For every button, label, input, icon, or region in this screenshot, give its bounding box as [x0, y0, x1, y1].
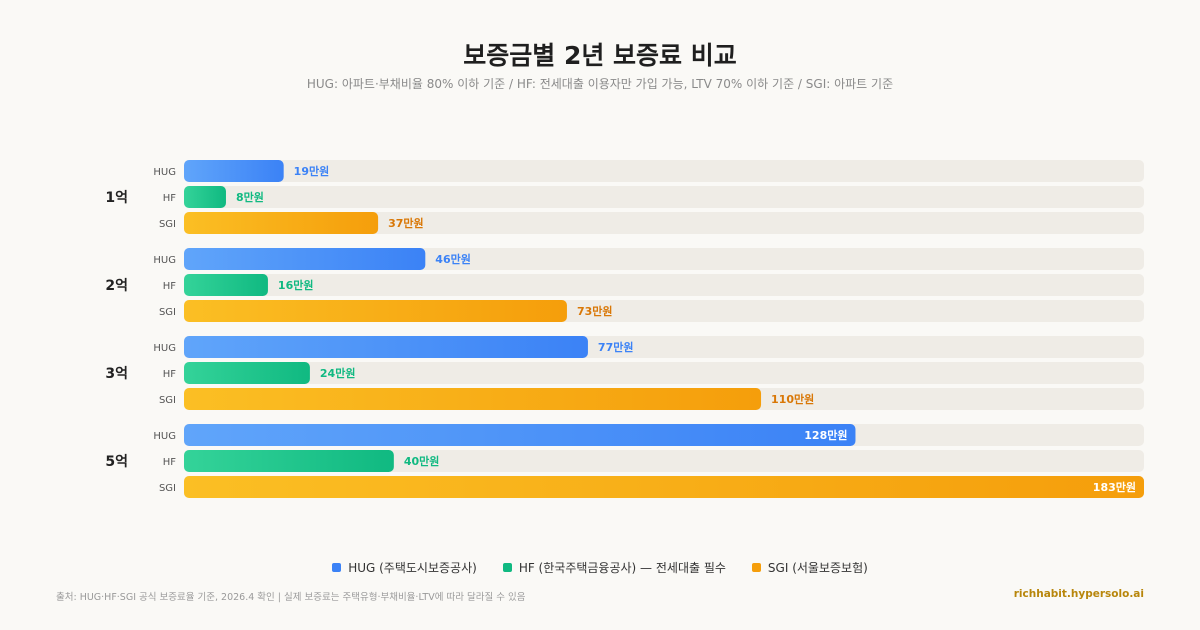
- bar-hf: [184, 362, 310, 384]
- category-label: 3억: [105, 366, 128, 382]
- legend-swatch-hf: [502, 563, 512, 572]
- data-label: 128만원: [804, 428, 847, 442]
- bar-hug: [184, 336, 588, 358]
- series-tick-label: HUG: [153, 167, 176, 178]
- category-label: 2억: [105, 278, 128, 294]
- bar-sgi: [184, 476, 1144, 498]
- data-label: 73만원: [577, 304, 613, 318]
- data-label: 77만원: [598, 340, 634, 354]
- bar-track: [184, 450, 1144, 472]
- bar-track: [184, 212, 1144, 234]
- data-label: 46만원: [435, 252, 471, 266]
- data-label: 24만원: [320, 366, 356, 380]
- bar-sgi: [184, 300, 567, 322]
- bar-hf: [184, 274, 268, 296]
- bar-track: [184, 160, 1144, 182]
- series-tick-label: HUG: [153, 431, 176, 442]
- series-tick-label: SGI: [159, 395, 176, 406]
- series-tick-label: SGI: [159, 483, 176, 494]
- data-label: 16만원: [278, 278, 314, 292]
- data-label: 110만원: [771, 392, 814, 406]
- data-label: 19만원: [294, 164, 330, 178]
- legend-swatch-hug: [332, 563, 342, 572]
- series-tick-label: SGI: [159, 219, 176, 230]
- bar-hug: [184, 160, 284, 182]
- legend-label-hf: HF (한국주택금융공사) — 전세대출 필수: [518, 561, 726, 575]
- category-label: 1억: [105, 190, 128, 206]
- data-label: 40만원: [404, 454, 440, 468]
- legend-swatch-sgi: [751, 563, 761, 572]
- footer-source: 출처: HUG·HF·SGI 공식 보증료율 기준, 2026.4 확인 | 실…: [56, 592, 526, 603]
- data-label: 183만원: [1093, 480, 1136, 494]
- bar-sgi: [184, 212, 379, 234]
- category-label: 5억: [105, 454, 128, 470]
- chart-subtitle: HUG: 아파트·부채비율 80% 이하 기준 / HF: 전세대출 이용자만 …: [306, 77, 894, 91]
- series-tick-label: HF: [163, 281, 177, 292]
- chart-title: 보증금별 2년 보증료 비교: [463, 41, 737, 70]
- footer-site-link[interactable]: richhabit.hypersolo.ai: [1013, 588, 1144, 600]
- bar-hf: [184, 450, 394, 472]
- legend-item-hug: HUG (주택도시보증공사): [332, 559, 477, 576]
- series-tick-label: HUG: [153, 255, 176, 266]
- bar-hug: [184, 424, 856, 446]
- bar-track: [184, 274, 1144, 296]
- data-label: 37만원: [388, 216, 424, 230]
- bar-track: [184, 186, 1144, 208]
- series-tick-label: HF: [163, 369, 177, 380]
- series-tick-label: HF: [163, 193, 177, 204]
- legend: HUG (주택도시보증공사) HF (한국주택금융공사) — 전세대출 필수 S…: [0, 559, 1200, 576]
- legend-label-hug: HUG (주택도시보증공사): [348, 561, 477, 575]
- series-tick-label: SGI: [159, 307, 176, 318]
- legend-item-sgi: SGI (서울보증보험): [751, 559, 868, 576]
- data-label: 8만원: [236, 190, 264, 204]
- bar-track: [184, 362, 1144, 384]
- bar-hug: [184, 248, 426, 270]
- legend-item-hf: HF (한국주택금융공사) — 전세대출 필수: [502, 559, 726, 576]
- series-tick-label: HF: [163, 457, 177, 468]
- legend-label-sgi: SGI (서울보증보험): [767, 561, 868, 575]
- bar-sgi: [184, 388, 762, 410]
- series-tick-label: HUG: [153, 343, 176, 354]
- bar-hf: [184, 186, 226, 208]
